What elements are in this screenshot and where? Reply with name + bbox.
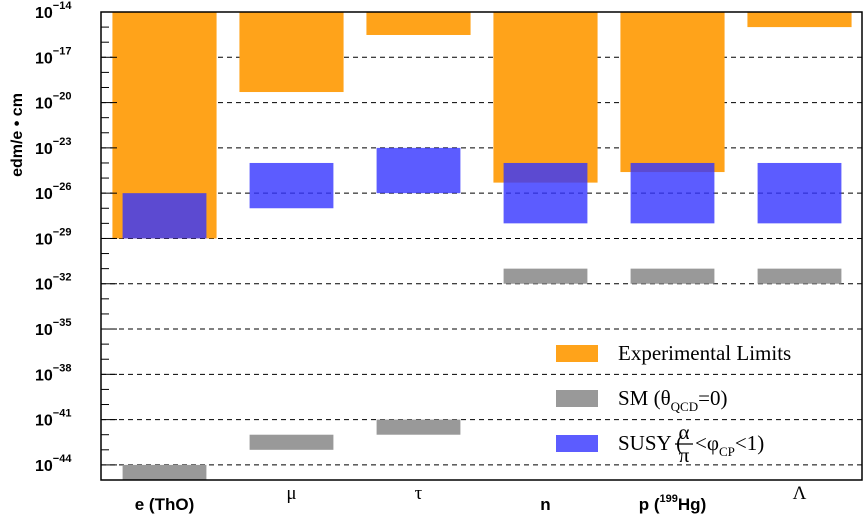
bar-sm: [249, 434, 334, 450]
y-tick-label: 10−38: [35, 362, 71, 384]
y-tick-label: 10−17: [35, 45, 71, 67]
bar-sm: [122, 464, 207, 480]
legend-swatch: [556, 435, 598, 452]
x-axis-labels: e (ThO) μ τ n p (199Hg) Λ: [135, 483, 807, 514]
bar-sm: [757, 268, 842, 284]
bar-experimental: [366, 12, 471, 35]
y-axis: 10−14 10−17 10−20 10−23 10−26 10−29 10−32 10−35…: [35, 0, 117, 481]
bar-sm: [503, 268, 588, 284]
category-label: μ: [286, 483, 296, 504]
y-tick-label: 10−44: [35, 453, 72, 475]
y-tick-label: 10−35: [35, 317, 71, 339]
category-label: n: [540, 495, 550, 514]
y-axis-label: edm/e • cm: [9, 93, 26, 177]
legend-frac-den: π: [679, 443, 690, 467]
grid-lines: [101, 56, 863, 466]
plot-border: [100, 11, 863, 481]
y-tick-label: 10−20: [35, 91, 71, 113]
bar-susy: [757, 162, 842, 224]
y-tick-label: 10−29: [35, 226, 71, 248]
y-tick-label: 10−26: [35, 181, 71, 203]
bar-susy: [249, 162, 334, 209]
y-tick-label: 10−32: [35, 272, 71, 294]
y-tick-label: 10−14: [35, 0, 72, 22]
legend-label: SUSY (: [618, 431, 683, 455]
category-label: Λ: [793, 483, 807, 504]
category-label: τ: [415, 483, 423, 504]
category-label: e (ThO): [135, 495, 195, 514]
legend-frac-num: α: [678, 420, 689, 444]
legend-swatch: [556, 390, 598, 407]
legend-label: Experimental Limits: [618, 341, 791, 365]
bar-experimental: [493, 12, 598, 183]
legend-swatch: [556, 345, 598, 362]
legend-label: SM (θQCD=0): [618, 386, 727, 414]
y-tick-label: 10−23: [35, 136, 71, 158]
bar-susy: [630, 162, 715, 224]
bar-sm: [376, 419, 461, 435]
legend: Experimental Limits SM (θQCD=0) SUSY (απ <φ…: [556, 341, 791, 467]
bar-susy: [122, 193, 207, 239]
bar-susy: [503, 162, 588, 224]
bar-sm: [630, 268, 715, 284]
category-label: p (199Hg): [639, 493, 706, 514]
bar-susy: [376, 147, 461, 194]
bars: [112, 12, 852, 480]
plot-frame: [100, 11, 863, 481]
bar-experimental: [747, 12, 852, 28]
bar-experimental: [620, 12, 725, 173]
legend-label-cont: <φCP<1): [695, 431, 764, 459]
y-tick-label: 10−41: [35, 408, 71, 430]
bar-experimental: [239, 12, 344, 93]
